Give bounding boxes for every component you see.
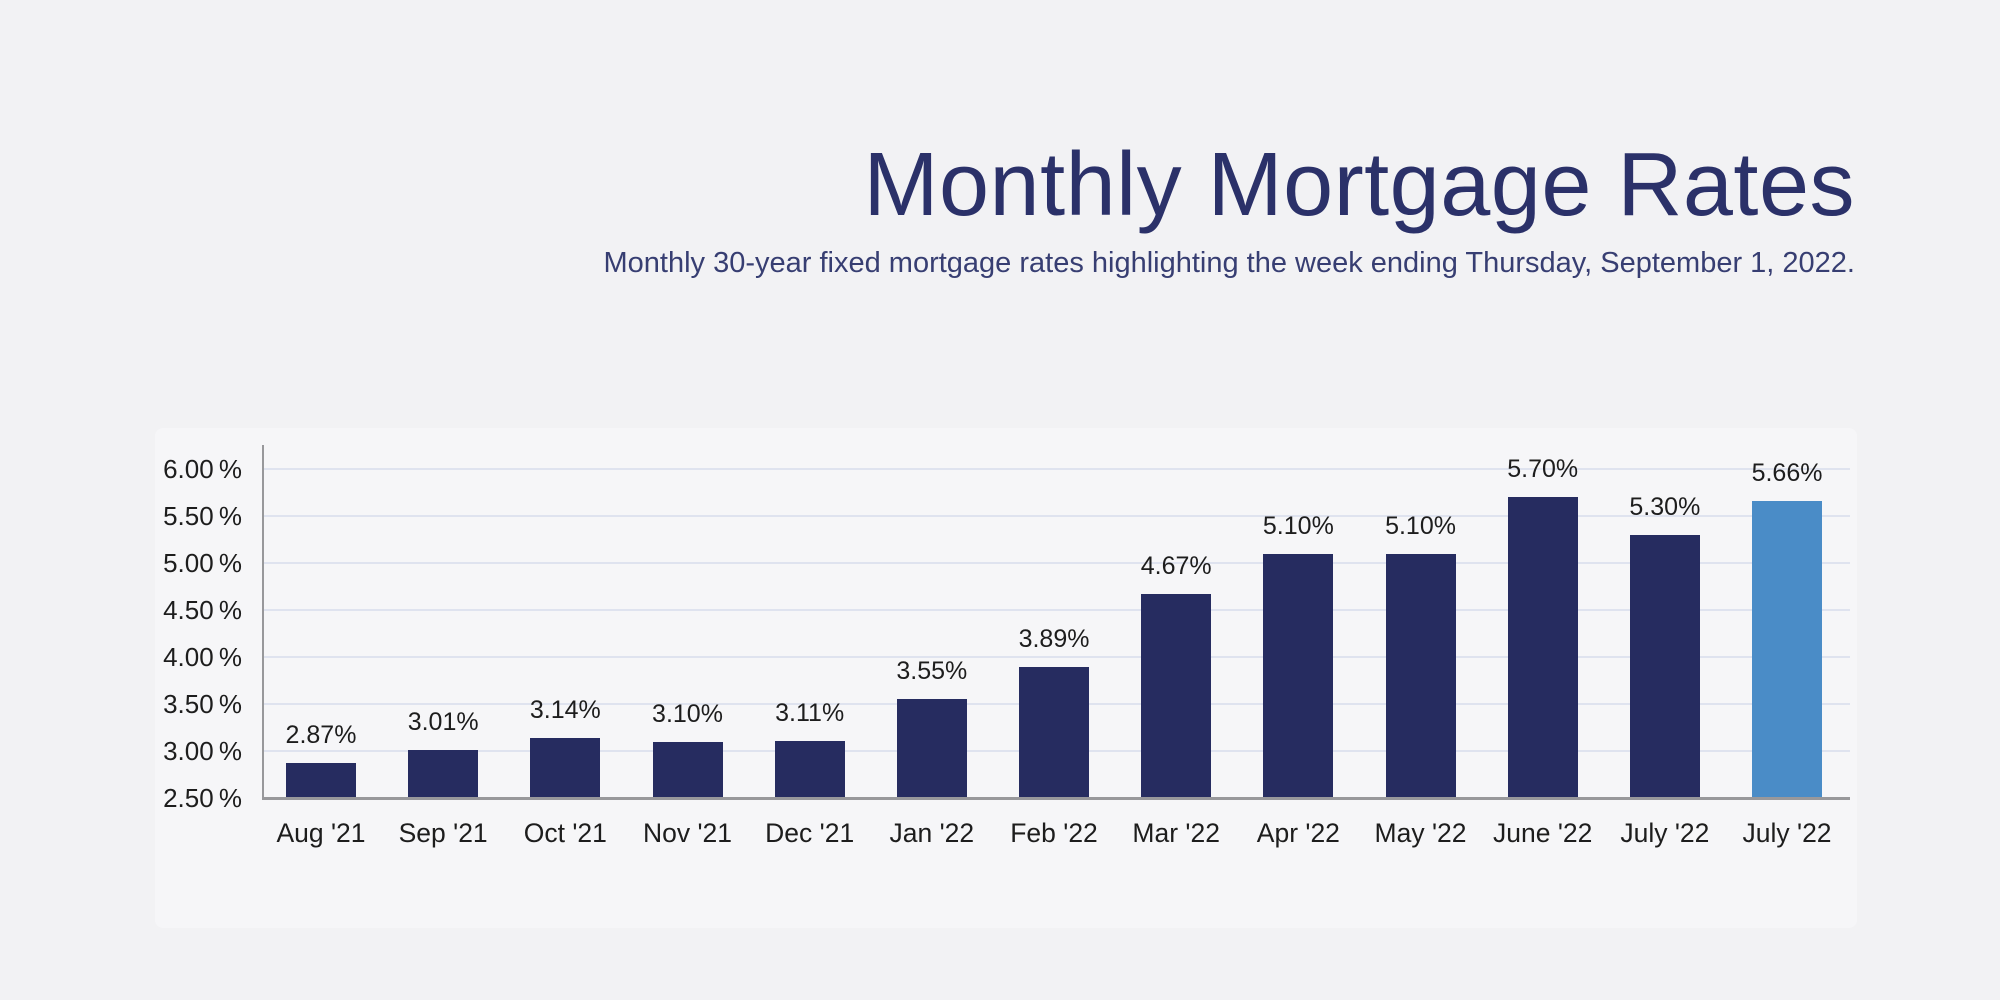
x-tick-label-4: Dec '21	[765, 818, 855, 848]
chart-title: Monthly Mortgage Rates	[863, 135, 1855, 235]
bar-Sep21-1	[408, 750, 479, 798]
bar-value-label-0: 2.87%	[285, 721, 357, 750]
x-tick-label-6: Feb '22	[1010, 818, 1098, 848]
y-axis-line	[262, 445, 264, 798]
gridline-6.00 %	[262, 468, 1850, 470]
y-tick-label-7: 2.50 %	[163, 783, 242, 813]
x-tick-label-11: July '22	[1620, 818, 1710, 848]
y-tick-label-2: 5.00 %	[163, 548, 242, 578]
y-tick-label-4: 4.00 %	[163, 642, 242, 672]
bar-value-label-12: 5.66%	[1751, 458, 1823, 487]
x-tick-label-0: Aug '21	[276, 818, 366, 848]
bar-July22-12	[1752, 500, 1823, 798]
x-tick-label-9: May '22	[1374, 818, 1467, 848]
gridline-4.00 %	[262, 656, 1850, 658]
gridline-5.50 %	[262, 515, 1850, 517]
x-tick-label-5: Jan '22	[889, 818, 975, 848]
x-axis-line	[262, 797, 1850, 800]
bar-value-label-3: 3.10%	[652, 699, 723, 728]
x-tick-label-3: Nov '21	[642, 818, 733, 848]
bar-value-label-11: 5.30%	[1629, 492, 1701, 521]
x-tick-label-8: Apr '22	[1256, 818, 1340, 848]
bar-Nov21-3	[652, 741, 723, 798]
gridline-4.50 %	[262, 609, 1850, 611]
bar-value-label-6: 3.89%	[1018, 625, 1090, 654]
bar-value-label-10: 5.70%	[1507, 455, 1579, 484]
y-tick-label-0: 6.00 %	[163, 454, 242, 484]
chart-subtitle: Monthly 30-year fixed mortgage rates hig…	[603, 247, 1855, 279]
bar-Mar22-7	[1141, 594, 1212, 798]
y-tick-label-6: 3.00 %	[163, 736, 242, 766]
bar-value-label-7: 4.67%	[1140, 552, 1212, 581]
bar-July22-11	[1629, 534, 1700, 798]
bar-May22-9	[1385, 553, 1456, 798]
x-tick-label-1: Sep '21	[398, 818, 488, 848]
bar-Apr22-8	[1263, 553, 1334, 798]
bar-Aug21-0	[286, 763, 356, 798]
y-tick-label-5: 3.50 %	[163, 689, 242, 719]
y-tick-label-1: 5.50 %	[163, 501, 242, 531]
y-tick-label-3: 4.50 %	[163, 595, 242, 625]
bar-value-label-4: 3.11%	[775, 698, 845, 727]
bar-value-label-1: 3.01%	[407, 708, 479, 737]
bar-value-label-8: 5.10%	[1262, 511, 1334, 540]
bar-value-label-5: 3.55%	[896, 657, 968, 686]
x-tick-label-2: Oct '21	[523, 818, 607, 848]
bar-Feb22-6	[1019, 667, 1090, 798]
bar-value-label-2: 3.14%	[529, 695, 601, 724]
x-tick-label-10: June '22	[1493, 818, 1593, 848]
bar-Oct21-2	[530, 737, 601, 798]
gridline-5.00 %	[262, 562, 1850, 564]
x-tick-label-12: July '22	[1742, 818, 1832, 848]
bar-June22-10	[1507, 497, 1578, 798]
bar-value-label-9: 5.10%	[1385, 511, 1456, 540]
bar-Jan22-5	[896, 699, 967, 798]
bar-Dec21-4	[774, 740, 845, 798]
x-tick-label-7: Mar '22	[1132, 818, 1220, 848]
